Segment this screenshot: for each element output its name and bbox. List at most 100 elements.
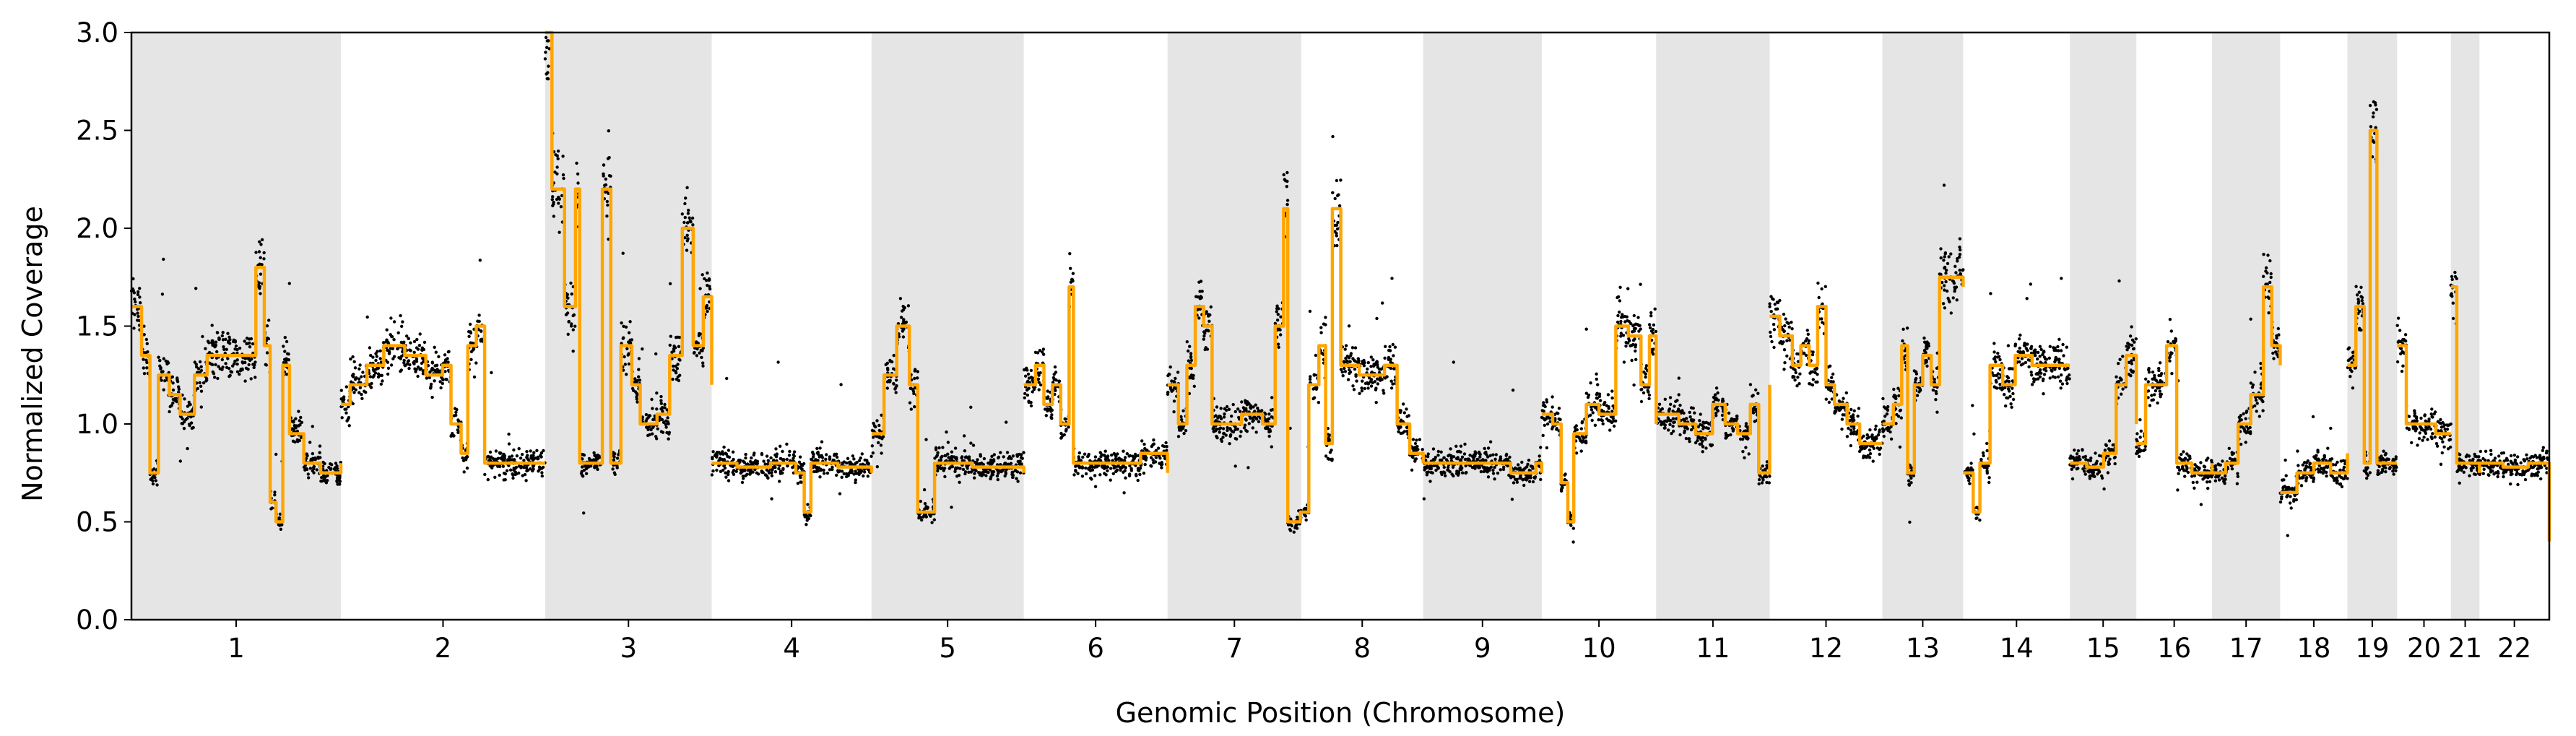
coverage-point (498, 464, 502, 469)
coverage-point (1776, 307, 1779, 311)
coverage-point (378, 357, 382, 360)
coverage-point (1886, 408, 1890, 412)
coverage-point (1699, 412, 1702, 416)
coverage-point (1049, 407, 1053, 410)
coverage-point (637, 368, 641, 371)
coverage-point (1461, 471, 1465, 475)
coverage-point (766, 462, 770, 466)
coverage-point (1943, 255, 1946, 259)
coverage-point (760, 453, 764, 456)
coverage-point (136, 314, 140, 319)
coverage-point (1559, 489, 1564, 493)
coverage-point (295, 429, 300, 433)
coverage-point (870, 444, 875, 448)
coverage-point (1597, 394, 1602, 398)
coverage-point (1744, 446, 1748, 449)
coverage-point (512, 467, 516, 470)
coverage-point (1878, 428, 1881, 432)
coverage-point (2030, 373, 2034, 377)
coverage-point (598, 456, 602, 459)
coverage-point (691, 223, 695, 227)
coverage-point (1614, 419, 1618, 423)
coverage-point (446, 350, 451, 354)
coverage-point (701, 361, 705, 365)
coverage-point (479, 339, 483, 343)
coverage-point (1781, 328, 1784, 332)
coverage-point (1037, 381, 1041, 384)
coverage-point (162, 357, 165, 360)
coverage-point (1831, 372, 1835, 376)
coverage-point (1626, 287, 1630, 290)
coverage-point (265, 324, 269, 328)
coverage-point (989, 477, 992, 481)
coverage-point (1362, 364, 1366, 368)
coverage-point (267, 319, 271, 322)
coverage-point (1180, 417, 1184, 422)
coverage-point (1006, 462, 1010, 466)
coverage-point (1209, 305, 1213, 309)
coverage-point (1122, 491, 1126, 495)
coverage-point (357, 367, 361, 371)
coverage-point (1579, 449, 1583, 453)
coverage-point (545, 77, 549, 81)
coverage-point (1491, 468, 1495, 472)
coverage-point (1823, 285, 1827, 288)
coverage-point (725, 376, 729, 381)
coverage-point (1249, 416, 1253, 420)
coverage-point (1353, 358, 1356, 363)
coverage-point (2009, 402, 2013, 406)
coverage-point (1730, 426, 1735, 430)
coverage-point (1071, 272, 1075, 275)
coverage-point (443, 370, 447, 373)
coverage-point (1308, 309, 1312, 313)
coverage-point (224, 337, 227, 341)
coverage-point (604, 177, 607, 181)
coverage-point (1211, 427, 1215, 430)
coverage-point (374, 352, 378, 355)
coverage-point (1252, 418, 1256, 423)
coverage-point (196, 367, 201, 371)
coverage-point (544, 51, 547, 54)
coverage-point (1279, 315, 1283, 319)
coverage-point (1049, 410, 1053, 413)
coverage-point (396, 331, 400, 334)
coverage-point (1595, 372, 1598, 376)
coverage-point (1909, 476, 1913, 480)
coverage-point (517, 471, 521, 475)
coverage-point (1077, 464, 1080, 468)
coverage-point (547, 47, 551, 51)
coverage-point (1793, 368, 1797, 372)
coverage-point (1698, 419, 1701, 423)
coverage-point (240, 368, 244, 372)
coverage-point (1632, 329, 1636, 333)
coverage-point (859, 456, 862, 460)
coverage-point (535, 449, 539, 452)
coverage-point (260, 238, 264, 242)
coverage-point (2019, 363, 2024, 367)
coverage-point (1355, 379, 1358, 383)
coverage-point (833, 454, 836, 457)
coverage-point (1758, 474, 1762, 477)
coverage-point (235, 362, 239, 366)
coverage-point (1796, 376, 1800, 379)
coverage-point (133, 297, 136, 301)
coverage-point (874, 425, 877, 429)
coverage-point (1915, 394, 1920, 397)
coverage-point (635, 391, 638, 396)
coverage-point (392, 338, 396, 342)
coverage-point (1222, 432, 1226, 436)
coverage-point (757, 472, 760, 476)
coverage-point (1716, 391, 1719, 395)
coverage-point (1790, 327, 1794, 331)
coverage-point (1584, 439, 1588, 443)
coverage-point (950, 450, 954, 454)
coverage-point (911, 389, 916, 394)
coverage-point (1574, 451, 1579, 455)
coverage-point (641, 347, 644, 351)
coverage-point (1721, 399, 1725, 403)
coverage-point (903, 321, 906, 325)
coverage-point (1940, 280, 1944, 285)
coverage-point (731, 450, 735, 454)
coverage-point (1029, 404, 1033, 408)
coverage-point (2006, 396, 2010, 400)
